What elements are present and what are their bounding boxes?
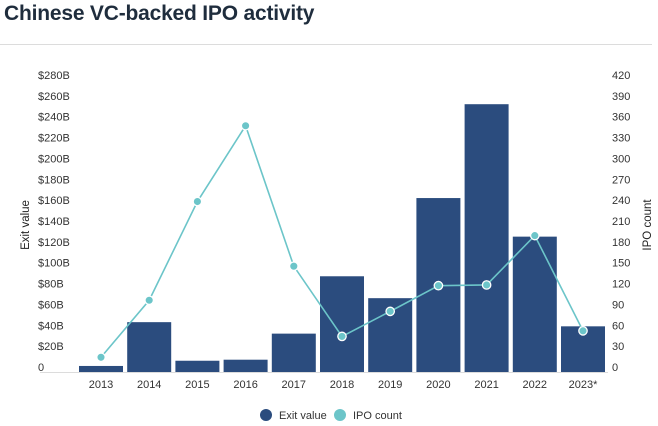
y-tick-label: 0 <box>38 362 44 374</box>
y2-tick-label: 90 <box>612 299 624 311</box>
ipo-count-point <box>385 306 396 317</box>
y2-axis-title: IPO count <box>642 199 654 251</box>
y-tick-label: $100B <box>38 258 70 270</box>
bar-exit-value <box>223 359 268 372</box>
y-tick-label: $180B <box>38 174 70 186</box>
x-tick-label: 2021 <box>474 379 498 391</box>
y2-tick-label: 390 <box>612 91 630 103</box>
legend-ipo-count-label: IPO count <box>353 410 402 422</box>
y2-tick-label: 180 <box>612 237 630 249</box>
ipo-count-point <box>288 261 299 272</box>
bar-exit-value <box>464 104 509 372</box>
y2-tick-label: 60 <box>612 320 624 332</box>
ipo-count-point <box>433 280 444 291</box>
x-tick-label: 2016 <box>233 379 257 391</box>
y2-tick-label: 330 <box>612 133 630 145</box>
y-tick-label: $160B <box>38 195 70 207</box>
ipo-count-point <box>144 295 155 306</box>
x-tick-label: 2022 <box>523 379 547 391</box>
y2-tick-label: 420 <box>612 70 630 82</box>
x-tick-label: 2018 <box>330 379 354 391</box>
legend-ipo-count-marker <box>334 409 346 421</box>
ipo-count-point <box>192 196 203 207</box>
y-tick-label: $40B <box>38 320 64 332</box>
ipo-count-point <box>578 325 588 336</box>
ipo-count-point <box>96 352 106 363</box>
y-tick-label: $80B <box>38 279 64 291</box>
x-tick-label: 2017 <box>282 379 306 391</box>
bar-exit-value <box>271 333 316 372</box>
chart-title: Chinese VC-backed IPO activity <box>4 2 315 25</box>
x-tick-label: 2015 <box>185 379 209 391</box>
y2-tick-label: 0 <box>612 362 618 374</box>
y2-tick-label: 30 <box>612 341 624 353</box>
bar-exit-value <box>320 276 364 372</box>
y-tick-label: $280B <box>38 70 70 82</box>
x-tick-label: 2013 <box>89 379 113 391</box>
y2-tick-label: 210 <box>612 216 630 228</box>
y-tick-label: $60B <box>38 299 64 311</box>
ipo-count-point <box>240 120 251 131</box>
legend-exit-value-marker <box>260 409 272 421</box>
x-tick-label: 2019 <box>378 379 402 391</box>
x-tick-label: 2023* <box>569 379 598 391</box>
y2-tick-label: 120 <box>612 279 630 291</box>
ipo-count-point <box>529 230 540 241</box>
y2-tick-label: 240 <box>612 195 630 207</box>
legend-exit-value-label: Exit value <box>279 410 327 422</box>
x-tick-label: 2014 <box>137 379 161 391</box>
bar-exit-value <box>79 365 123 372</box>
y-tick-label: $200B <box>38 153 70 165</box>
bar-exit-value <box>127 322 172 372</box>
y2-tick-label: 150 <box>612 258 630 270</box>
bar-exit-value <box>512 236 557 372</box>
y2-tick-label: 360 <box>612 112 630 124</box>
y-axis-title: Exit value <box>20 200 32 250</box>
y-tick-label: $220B <box>38 133 70 145</box>
ipo-count-point <box>337 331 347 342</box>
x-tick-label: 2020 <box>426 379 450 391</box>
ipo-count-point <box>481 280 492 290</box>
y-tick-label: $120B <box>38 237 70 249</box>
title-divider <box>0 44 652 45</box>
y-tick-label: $240B <box>38 112 70 124</box>
y-tick-label: $20B <box>38 341 64 353</box>
y-tick-label: $260B <box>38 91 70 103</box>
bar-exit-value <box>175 360 220 372</box>
y2-tick-label: 270 <box>612 174 630 186</box>
y2-tick-label: 300 <box>612 153 630 165</box>
y-tick-label: $140B <box>38 216 70 228</box>
